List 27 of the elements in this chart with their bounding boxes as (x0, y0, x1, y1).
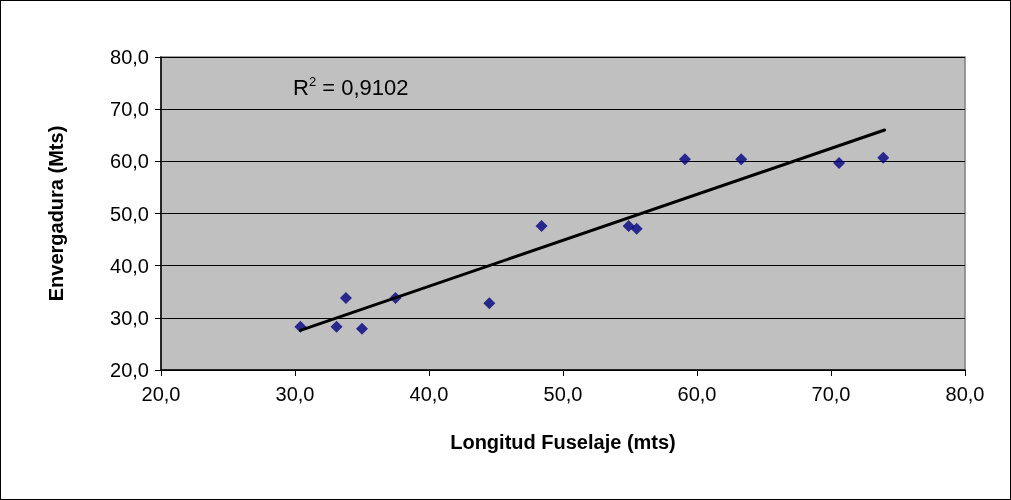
point (833, 156, 846, 169)
x-tick-label: 20,0 (141, 383, 181, 405)
x-tick-label: 50,0 (543, 383, 583, 405)
y-tick-label: 20,0 (110, 359, 149, 381)
point (735, 153, 748, 166)
y-tick-label: 40,0 (110, 254, 149, 277)
point (356, 322, 368, 335)
point (678, 153, 691, 166)
point (339, 292, 352, 305)
x-tick-label: 80,0 (945, 383, 985, 405)
x-tick-label: 40,0 (409, 383, 449, 405)
point (630, 222, 643, 235)
y-tick-label: 50,0 (110, 202, 149, 225)
y-tick-label: 70,0 (110, 98, 149, 121)
y-tick-label: 60,0 (110, 150, 149, 173)
x-tick-label: 60,0 (677, 383, 717, 405)
x-axis-title: Longitud Fuselaje (mts) (450, 431, 676, 453)
y-axis-title: Envergadura (Mts) (45, 125, 67, 302)
point (330, 320, 343, 333)
y-tick-label: 30,0 (110, 306, 149, 329)
x-tick-label: 70,0 (811, 383, 851, 405)
point (535, 220, 548, 233)
point (877, 151, 890, 164)
x-tick-label: 30,0 (275, 383, 315, 405)
y-tick-label: 80,0 (110, 46, 149, 68)
point (483, 297, 496, 310)
point (622, 220, 635, 233)
